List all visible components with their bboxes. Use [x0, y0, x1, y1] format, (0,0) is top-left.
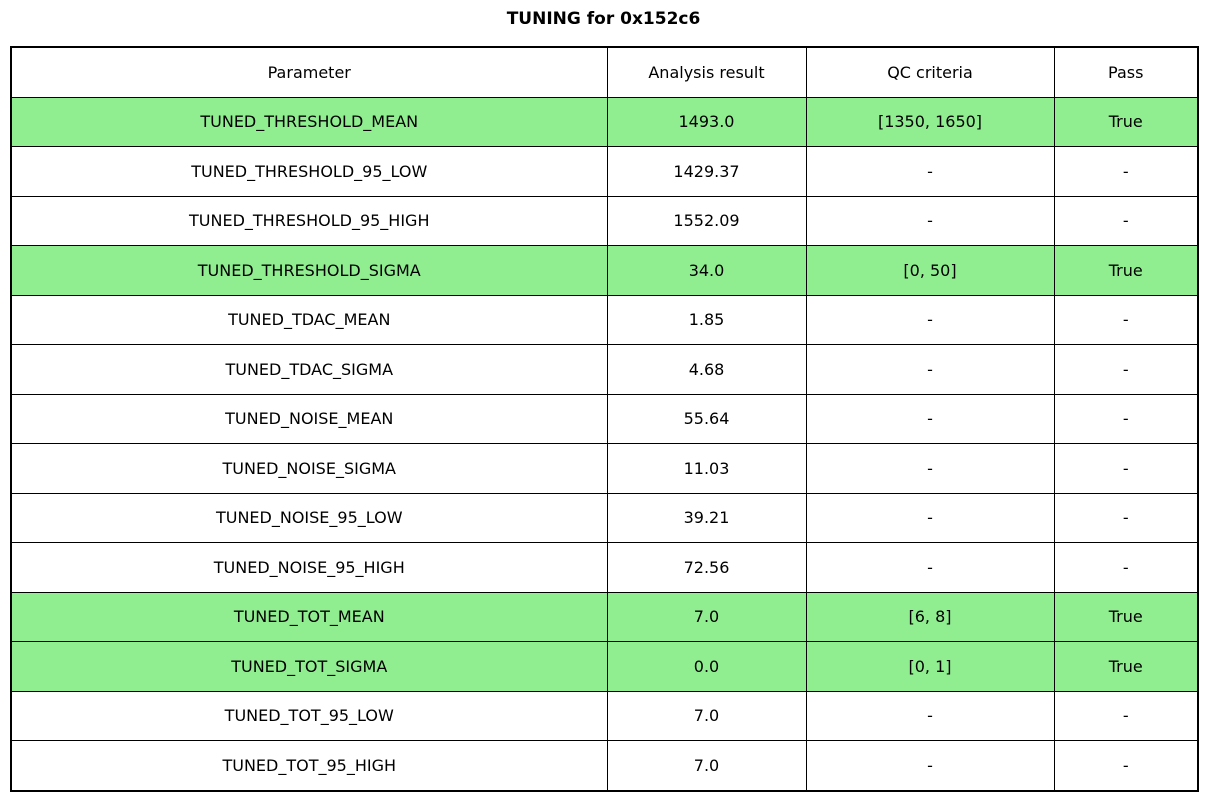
column-header-qc-criteria: QC criteria: [805, 46, 1055, 98]
parameter-cell: TUNED_THRESHOLD_SIGMA: [10, 245, 608, 296]
table-header: Parameter Analysis result QC criteria Pa…: [10, 46, 1199, 98]
qc-criteria-cell: [6, 8]: [805, 591, 1055, 642]
qc-criteria-cell: [1350, 1650]: [805, 96, 1055, 147]
parameter-cell: TUNED_NOISE_SIGMA: [10, 443, 608, 494]
analysis-result-cell: 55.64: [606, 393, 807, 444]
qc-criteria-cell: -: [805, 740, 1055, 791]
qc-criteria-cell: -: [805, 195, 1055, 246]
qc-criteria-cell: -: [805, 443, 1055, 494]
pass-cell: -: [1053, 443, 1199, 494]
table-row: TUNED_TDAC_SIGMA 4.68- -: [10, 344, 1199, 395]
column-header-analysis-result: Analysis result: [606, 46, 807, 98]
table-row: TUNED_TOT_MEAN 7.0 [6, 8] True: [10, 591, 1199, 642]
qc-criteria-cell: -: [805, 492, 1055, 543]
analysis-result-cell: 7.0: [606, 690, 807, 741]
qc-criteria-cell: -: [805, 393, 1055, 444]
analysis-result-cell: 4.68: [606, 344, 807, 395]
table-row: TUNED_TOT_95_HIGH 7.0- -: [10, 740, 1199, 791]
pass-cell: -: [1053, 393, 1199, 444]
analysis-result-cell: 1.85: [606, 294, 807, 345]
table-row: TUNED_THRESHOLD_95_HIGH 1552.09- -: [10, 195, 1199, 246]
parameter-cell: TUNED_THRESHOLD_95_HIGH: [10, 195, 608, 246]
parameter-cell: TUNED_NOISE_95_HIGH: [10, 542, 608, 593]
parameter-cell: TUNED_TDAC_MEAN: [10, 294, 608, 345]
parameter-cell: TUNED_TOT_MEAN: [10, 591, 608, 642]
pass-cell: -: [1053, 740, 1199, 791]
qc-criteria-cell: -: [805, 294, 1055, 345]
pass-cell: -: [1053, 195, 1199, 246]
pass-cell: -: [1053, 344, 1199, 395]
qc-criteria-cell: [0, 50]: [805, 245, 1055, 296]
analysis-result-cell: 1552.09: [606, 195, 807, 246]
parameter-cell: TUNED_NOISE_MEAN: [10, 393, 608, 444]
column-header-parameter: Parameter: [10, 46, 608, 98]
parameter-cell: TUNED_THRESHOLD_MEAN: [10, 96, 608, 147]
column-header-pass: Pass: [1053, 46, 1199, 98]
analysis-result-cell: 0.0: [606, 641, 807, 692]
table-row: TUNED_NOISE_SIGMA 11.03- -: [10, 443, 1199, 494]
table-body: TUNED_THRESHOLD_MEAN 1493.0 [1350, 1650] Tr…: [10, 96, 1199, 791]
qc-criteria-cell: [0, 1]: [805, 641, 1055, 692]
parameter-cell: TUNED_TOT_95_LOW: [10, 690, 608, 741]
pass-cell: -: [1053, 690, 1199, 741]
table-row: TUNED_NOISE_95_LOW 39.21- -: [10, 492, 1199, 543]
qc-criteria-cell: -: [805, 146, 1055, 197]
analysis-result-cell: 7.0: [606, 591, 807, 642]
pass-cell: True: [1053, 641, 1199, 692]
pass-cell: -: [1053, 294, 1199, 345]
table-row: TUNED_NOISE_95_HIGH 72.56- -: [10, 542, 1199, 593]
table-row: TUNED_TDAC_MEAN 1.85- -: [10, 294, 1199, 345]
analysis-result-cell: 72.56: [606, 542, 807, 593]
pass-cell: -: [1053, 542, 1199, 593]
parameter-cell: TUNED_TOT_SIGMA: [10, 641, 608, 692]
parameter-cell: TUNED_TOT_95_HIGH: [10, 740, 608, 791]
table-row: TUNED_TOT_SIGMA 0.0 [0, 1] True: [10, 641, 1199, 692]
qc-criteria-cell: -: [805, 344, 1055, 395]
pass-cell: True: [1053, 245, 1199, 296]
table-row: TUNED_TOT_95_LOW 7.0- -: [10, 690, 1199, 741]
parameter-cell: TUNED_TDAC_SIGMA: [10, 344, 608, 395]
pass-cell: -: [1053, 146, 1199, 197]
figure-title: TUNING for 0x152c6: [506, 9, 701, 29]
parameter-cell: TUNED_THRESHOLD_95_LOW: [10, 146, 608, 197]
parameter-cell: TUNED_NOISE_95_LOW: [10, 492, 608, 543]
analysis-result-cell: 39.21: [606, 492, 807, 543]
analysis-result-cell: 34.0: [606, 245, 807, 296]
table-row: TUNED_NOISE_MEAN 55.64- -: [10, 393, 1199, 444]
analysis-result-cell: 1429.37: [606, 146, 807, 197]
qc-criteria-cell: -: [805, 542, 1055, 593]
table-row: TUNED_THRESHOLD_95_LOW 1429.37- -: [10, 146, 1199, 197]
analysis-result-cell: 7.0: [606, 740, 807, 791]
header-row: Parameter Analysis result QC criteria Pa…: [10, 46, 1199, 98]
analysis-result-cell: 11.03: [606, 443, 807, 494]
qc-criteria-cell: -: [805, 690, 1055, 741]
analysis-result-cell: 1493.0: [606, 96, 807, 147]
pass-cell: True: [1053, 96, 1199, 147]
qc-results-table: Parameter Analysis result QC criteria Pa…: [10, 46, 1199, 792]
table-row: TUNED_THRESHOLD_SIGMA 34.0 [0, 50] True: [10, 245, 1199, 296]
table-row: TUNED_THRESHOLD_MEAN 1493.0 [1350, 1650] Tr…: [10, 96, 1199, 147]
pass-cell: -: [1053, 492, 1199, 543]
pass-cell: True: [1053, 591, 1199, 642]
